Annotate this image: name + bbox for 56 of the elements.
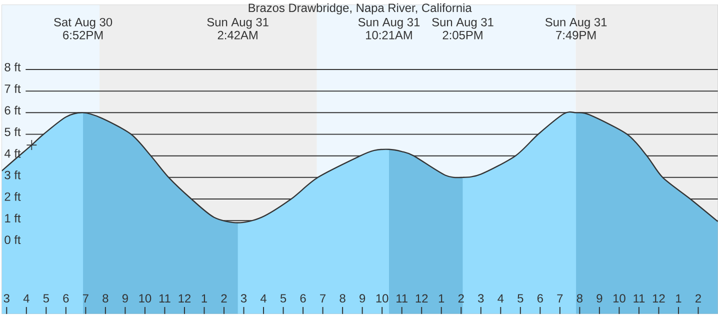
x-tick-label: 3 — [4, 294, 10, 303]
x-tick-label: 1 — [202, 294, 207, 303]
x-tick-label: 5 — [280, 294, 286, 303]
y-tick-label: 5 ft — [4, 128, 21, 136]
x-tick-label: 4 — [23, 294, 30, 303]
x-tick-label: 8 — [576, 294, 582, 303]
x-tick-label: 10 — [139, 294, 152, 303]
x-tick-label: 8 — [102, 294, 108, 303]
x-tick-label: 11 — [396, 294, 408, 303]
y-tick-label: 1 ft — [5, 214, 21, 223]
y-tick-label: 8 ft — [4, 62, 21, 72]
x-tick-label: 10 — [376, 294, 388, 303]
annotation: 6:52PM — [63, 31, 103, 40]
x-tick-label: 7 — [557, 294, 563, 303]
x-tick-label: 8 — [340, 294, 346, 303]
x-tick-label: 6 — [300, 294, 306, 303]
annotation: 7:49PM — [556, 31, 596, 40]
annotation: Sun Aug 31 — [545, 18, 607, 29]
chart-title: Brazos Drawbridge, Napa River, California — [248, 4, 472, 15]
y-tick-label: 7 ft — [4, 84, 21, 94]
annotation: Sat Aug 30 — [54, 18, 112, 29]
x-tick-label: 3 — [240, 294, 247, 303]
x-tick-label: 5 — [43, 294, 49, 303]
x-tick-label: 2 — [221, 294, 227, 303]
y-tick-label: 2 ft — [4, 192, 21, 202]
x-tick-label: 12 — [178, 294, 191, 303]
x-tick-label: 5 — [518, 294, 524, 303]
x-tick-label: 11 — [159, 294, 170, 303]
x-tick-label: 1 — [438, 294, 444, 303]
x-tick-label: 10 — [613, 294, 626, 303]
x-tick-label: 9 — [122, 294, 128, 303]
annotation: 10:21AM — [366, 31, 412, 40]
x-tick-label: 9 — [596, 294, 602, 303]
x-tick-label: 7 — [320, 294, 326, 303]
x-tick-label: 2 — [696, 294, 701, 303]
y-tick-label: 3 ft — [4, 170, 21, 180]
x-tick-label: 2 — [458, 294, 464, 303]
y-tick-label: 6 ft — [4, 106, 21, 115]
x-tick-label: 1 — [676, 294, 682, 303]
annotation: Sun Aug 31 — [358, 18, 420, 29]
y-tick-label: 0 ft — [4, 236, 21, 244]
x-tick-label: 6 — [63, 294, 69, 303]
annotation: 2:05PM — [442, 31, 482, 40]
x-tick-label: 4 — [260, 294, 266, 303]
x-tick-label: 3 — [478, 294, 484, 303]
x-tick-label: 11 — [634, 294, 645, 303]
x-tick-label: 9 — [360, 294, 366, 303]
y-tick-label: 4 ft — [4, 149, 21, 158]
annotation: 2:42AM — [218, 31, 258, 40]
x-tick-label: 6 — [537, 294, 543, 303]
annotation: Sun Aug 31 — [432, 18, 494, 29]
x-tick-label: 7 — [82, 294, 88, 303]
x-tick-label: 4 — [498, 294, 504, 303]
x-tick-label: 12 — [652, 294, 665, 303]
x-tick-label: 12 — [416, 294, 428, 303]
annotation: Sun Aug 31 — [207, 18, 268, 29]
